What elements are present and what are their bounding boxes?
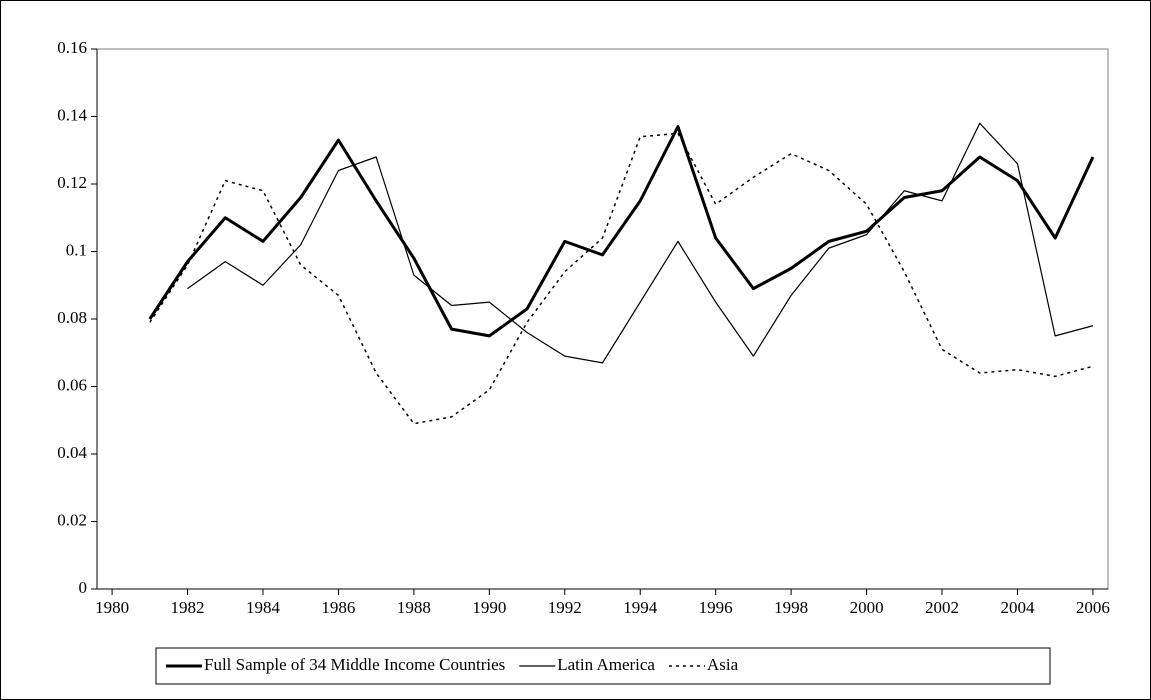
- series-line: [187, 122, 1094, 364]
- x-tick-label: 1992: [548, 598, 582, 617]
- x-tick-label: 2006: [1076, 598, 1110, 617]
- x-tick-label: 2002: [925, 598, 959, 617]
- legend-label: Asia: [707, 655, 739, 674]
- x-tick-label: 2000: [850, 598, 884, 617]
- y-tick-label: 0.08: [57, 308, 87, 327]
- y-tick-label: 0.14: [57, 105, 87, 124]
- y-tick-label: 0: [79, 578, 88, 597]
- series-line: [148, 125, 1095, 338]
- x-tick-label: 1980: [95, 598, 129, 617]
- x-tick-label: 1986: [321, 598, 355, 617]
- legend-label: Latin America: [557, 655, 655, 674]
- y-tick-label: 0.06: [57, 375, 87, 394]
- y-tick-label: 0.02: [57, 510, 87, 529]
- y-tick-label: 0.04: [57, 443, 87, 462]
- x-tick-label: 1988: [397, 598, 431, 617]
- x-tick-label: 1996: [699, 598, 733, 617]
- y-tick-label: 0.1: [66, 240, 87, 259]
- plot-area: 0 0.02 0.04 0.06 0.08 0.1 0.12 0.14 0.16 1980 1982…: [57, 38, 1110, 617]
- legend-label: Full Sample of 34 Middle Income Countrie…: [204, 655, 505, 674]
- x-tick-label: 2004: [1000, 598, 1035, 617]
- legend: [155, 647, 1051, 685]
- x-tick-label: 1990: [472, 598, 506, 617]
- x-tick-label: 1984: [246, 598, 281, 617]
- y-tick-label: 0.12: [57, 173, 87, 192]
- x-tick-label: 1998: [774, 598, 808, 617]
- y-tick-label: 0.16: [57, 38, 87, 57]
- x-tick-label: 1982: [171, 598, 205, 617]
- x-tick-label: 1994: [623, 598, 658, 617]
